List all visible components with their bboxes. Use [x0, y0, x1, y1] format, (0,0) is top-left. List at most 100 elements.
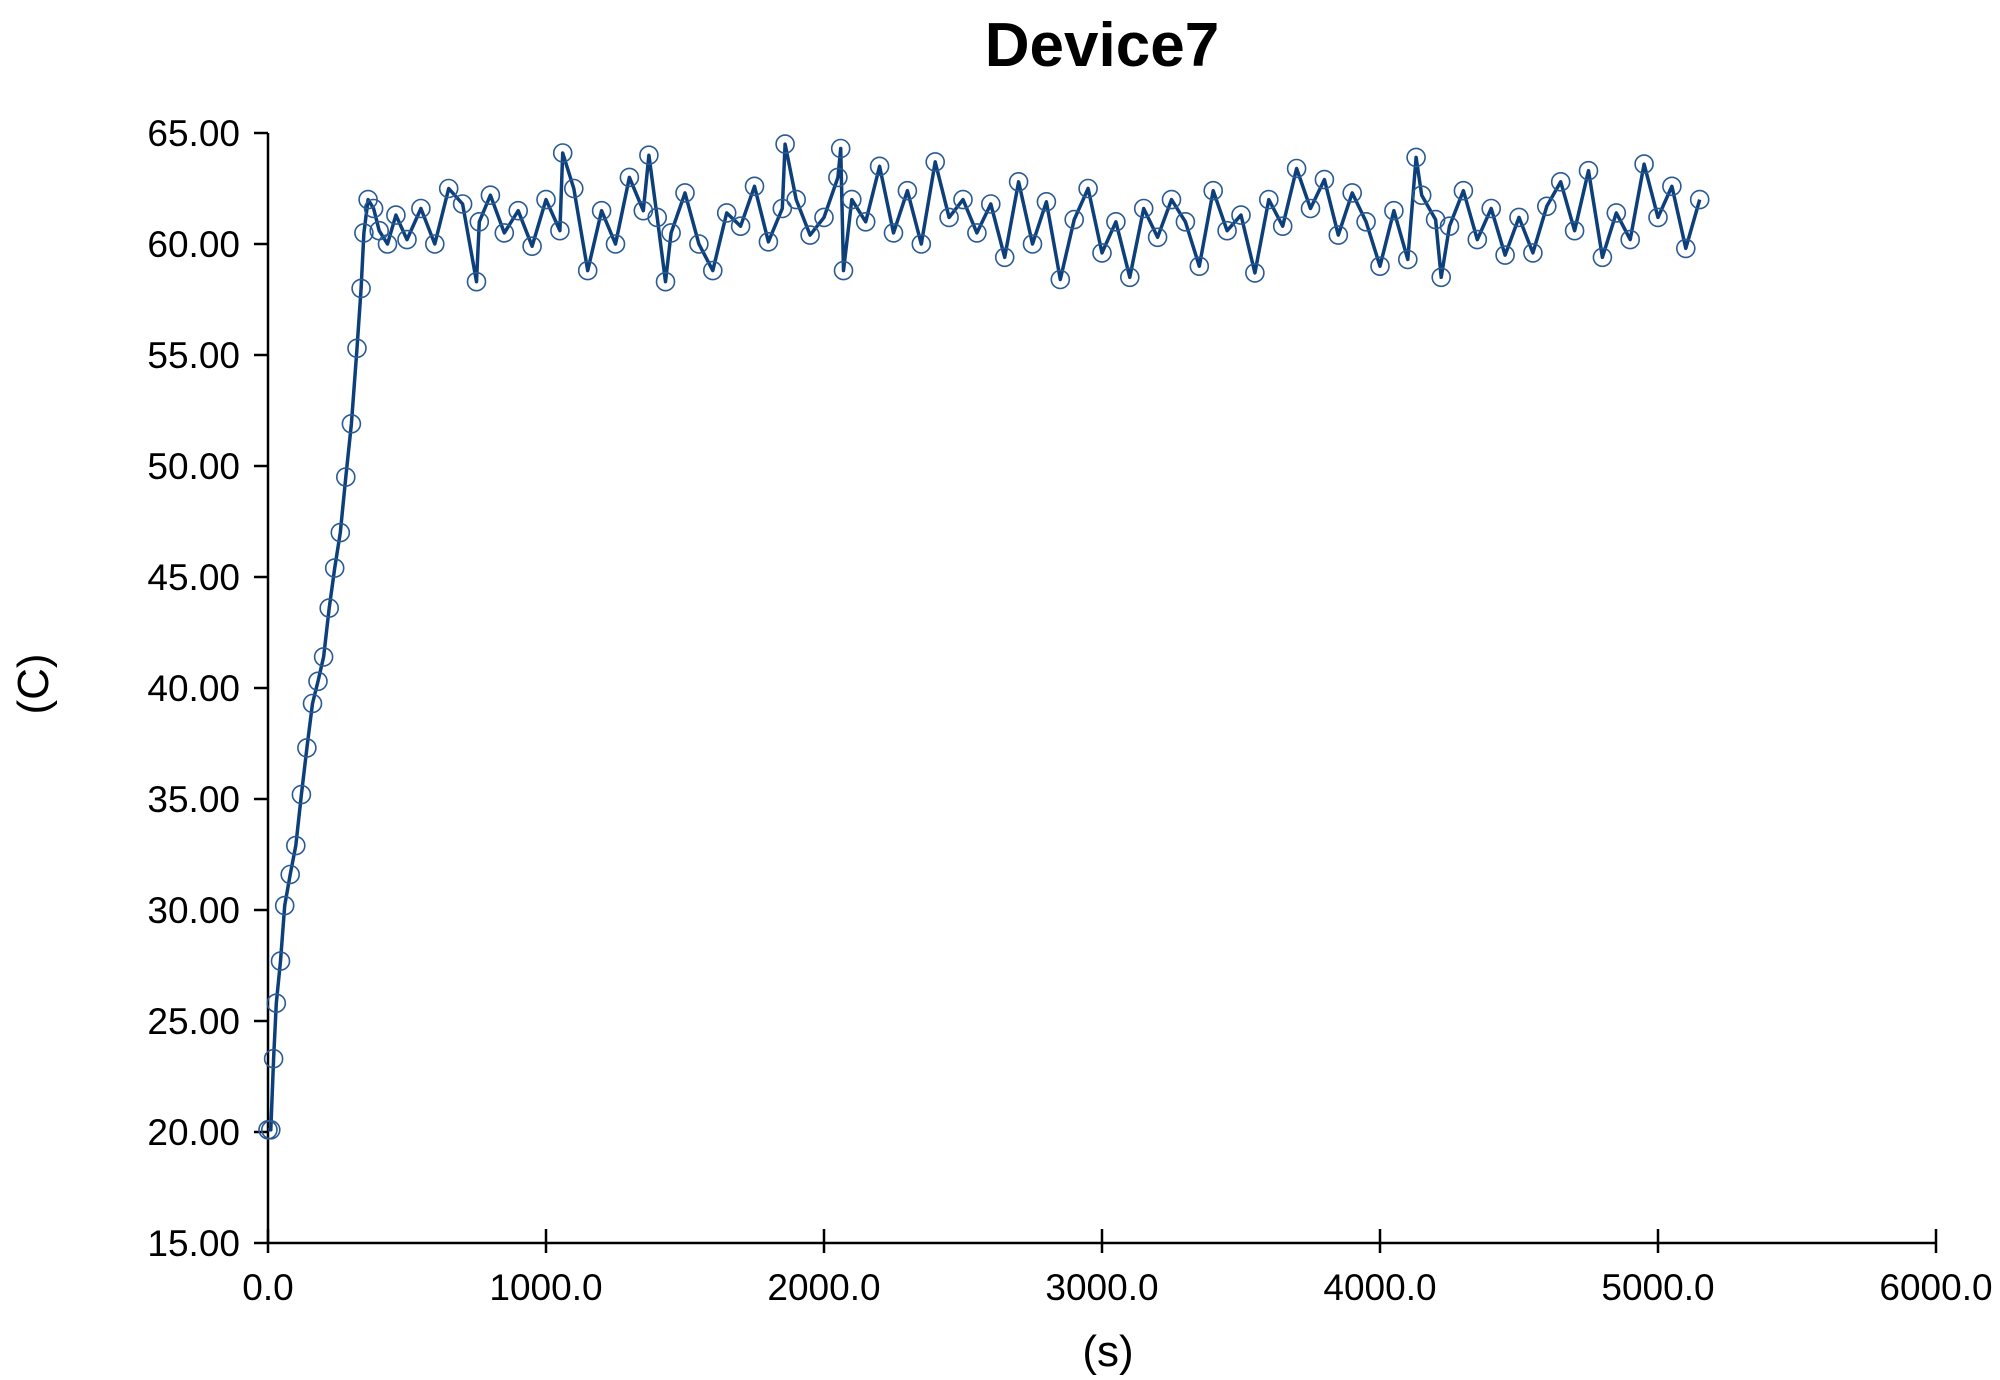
data-point: [1175, 212, 1196, 232]
data-point: [1217, 220, 1237, 241]
x-tick-label: 2000.0: [767, 1267, 880, 1308]
data-point: [335, 467, 356, 487]
data-point: [772, 198, 793, 219]
data-point: [1384, 200, 1404, 221]
data-point: [291, 784, 312, 805]
y-tick-label: 25.00: [147, 1001, 240, 1042]
x-tick-label: 5000.0: [1601, 1267, 1714, 1308]
data-point: [1064, 209, 1084, 230]
data-point: [536, 189, 556, 210]
data-point: [897, 180, 918, 201]
data-point: [263, 1048, 284, 1069]
data-point: [577, 260, 598, 281]
data-point: [319, 598, 340, 618]
data-point: [980, 194, 1001, 214]
data-point: [800, 225, 820, 245]
data-point: [386, 205, 406, 225]
x-tick-label: 1000.0: [489, 1267, 602, 1308]
data-point: [689, 234, 709, 254]
data-point: [377, 234, 398, 254]
data-point: [1578, 160, 1599, 181]
data-point: [466, 271, 487, 292]
x-tick-label: 6000.0: [1879, 1267, 1992, 1308]
data-point: [1648, 207, 1668, 228]
data-point: [522, 236, 542, 256]
data-point: [1300, 198, 1321, 219]
x-tick-label: 0.0: [242, 1267, 293, 1308]
data-point: [775, 134, 795, 154]
data-point: [1203, 180, 1223, 201]
data-point: [911, 234, 932, 254]
y-tick-label: 45.00: [147, 557, 240, 598]
data-point: [1022, 234, 1043, 254]
data-point: [550, 220, 570, 241]
y-tick-label: 40.00: [147, 668, 240, 709]
data-point: [841, 189, 862, 210]
data-point: [828, 167, 848, 188]
data-point: [716, 203, 737, 223]
data-point: [1078, 178, 1098, 199]
data-point: [1431, 267, 1451, 288]
data-point: [647, 207, 668, 228]
data-point: [1314, 169, 1335, 190]
data-point: [354, 223, 374, 243]
data-point: [1120, 267, 1140, 288]
data-point: [313, 647, 334, 667]
data-point: [424, 234, 445, 254]
data-point: [639, 145, 659, 165]
data-point: [411, 198, 431, 219]
data-point: [730, 216, 751, 236]
data-point: [1537, 196, 1557, 217]
data-point: [1406, 147, 1426, 168]
data-point: [1523, 243, 1543, 263]
data-point: [1036, 192, 1057, 212]
series-line: [268, 142, 1702, 1132]
data-point: [1620, 229, 1640, 250]
data-point: [1370, 256, 1390, 277]
data-point: [1481, 198, 1501, 219]
y-axis: 15.00 20.00 25.00 30.00 35.00 40.00 45.00 50.00…: [147, 113, 270, 1264]
x-axis: 0.0 1000.0 2000.0 3000.0 4000.0 5000.0 6000.0: [242, 1229, 1993, 1308]
y-tick-label: 30.00: [147, 890, 240, 931]
data-point: [1495, 245, 1515, 265]
data-point: [1606, 203, 1627, 223]
data-point: [591, 200, 612, 221]
data-point: [1286, 158, 1307, 179]
y-tick-label: 60.00: [147, 224, 240, 265]
data-point: [1133, 198, 1154, 219]
data-point: [830, 138, 851, 159]
data-point: [675, 183, 695, 203]
data-point: [1008, 172, 1029, 192]
y-tick-label: 20.00: [147, 1112, 240, 1153]
data-point: [1509, 207, 1529, 228]
data-point: [297, 738, 317, 758]
data-point: [1634, 154, 1654, 174]
data-point: [285, 835, 306, 856]
data-point: [1411, 185, 1432, 205]
data-point: [347, 338, 367, 359]
data-point: [1342, 183, 1362, 203]
data-point: [397, 229, 417, 250]
data-point: [552, 143, 573, 163]
data-point: [260, 1120, 281, 1140]
data-point: [1272, 216, 1293, 236]
y-tick-label: 15.00: [147, 1223, 240, 1264]
data-point: [1050, 269, 1071, 290]
data-point: [1592, 247, 1613, 268]
data-point: [1662, 176, 1682, 197]
series-group: [258, 134, 1710, 1140]
data-point: [1453, 180, 1474, 201]
data-point: [480, 185, 501, 205]
data-point: [655, 271, 676, 292]
data-point: [833, 260, 854, 281]
data-point: [308, 671, 328, 692]
data-point: [619, 167, 640, 188]
data-point: [1092, 243, 1112, 263]
x-axis-label: (s): [1082, 1327, 1133, 1376]
data-point: [1689, 189, 1710, 210]
data-point: [605, 234, 626, 254]
data-point: [1439, 216, 1460, 236]
y-tick-label: 65.00: [147, 113, 240, 154]
data-point: [953, 189, 973, 210]
